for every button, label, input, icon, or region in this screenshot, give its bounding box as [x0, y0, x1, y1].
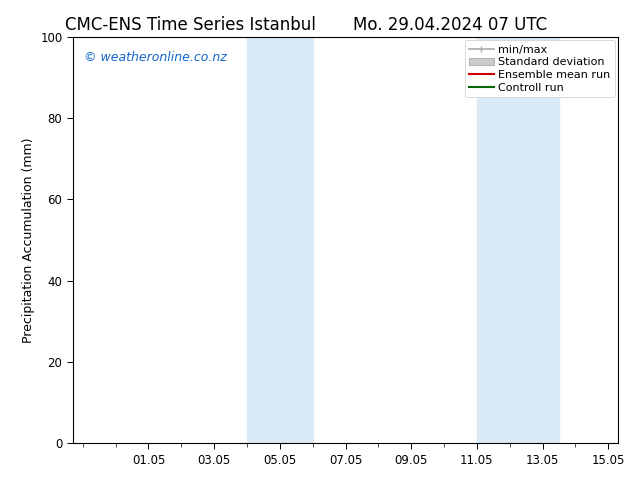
Bar [247, 37, 313, 443]
Y-axis label: Precipitation Accumulation (mm): Precipitation Accumulation (mm) [22, 137, 35, 343]
Text: CMC-ENS Time Series Istanbul: CMC-ENS Time Series Istanbul [65, 16, 316, 34]
Text: © weatheronline.co.nz: © weatheronline.co.nz [84, 51, 226, 64]
Text: Mo. 29.04.2024 07 UTC: Mo. 29.04.2024 07 UTC [353, 16, 547, 34]
Legend: min/max, Standard deviation, Ensemble mean run, Controll run: min/max, Standard deviation, Ensemble me… [465, 40, 615, 98]
Bar [477, 37, 559, 443]
